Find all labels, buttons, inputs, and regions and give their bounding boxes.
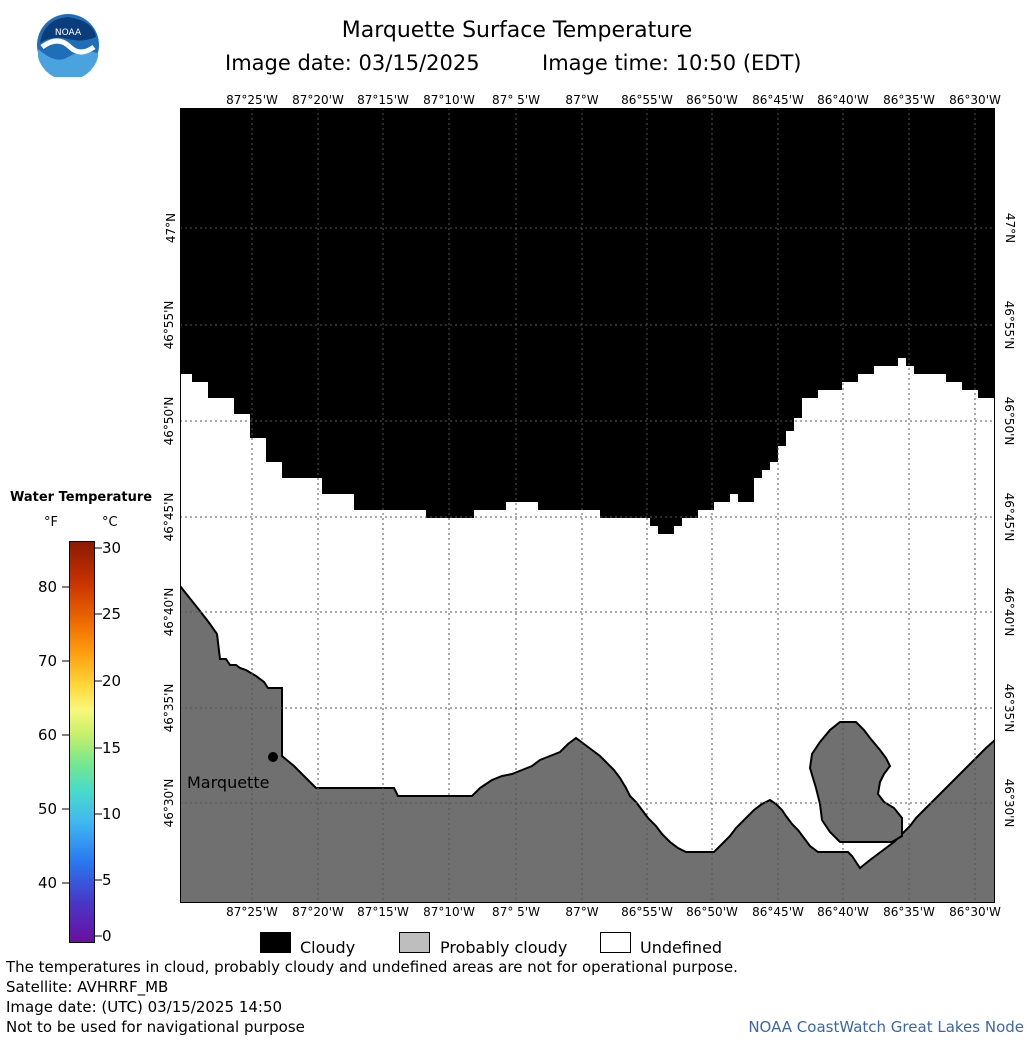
map-area[interactable] — [180, 108, 995, 903]
fahrenheit-tick: 50 — [38, 800, 58, 818]
cloudy-label: Cloudy — [300, 938, 356, 957]
noaa-logo-text: NOAA — [55, 28, 82, 38]
celsius-tick: 5 — [102, 871, 112, 889]
lon-label: 86°45'W — [752, 905, 804, 919]
lat-label: 46°55'N — [162, 300, 176, 350]
undefined-label: Undefined — [640, 938, 723, 957]
lat-label: 46°30'N — [162, 778, 176, 828]
lon-label: 87° 5'W — [492, 905, 540, 919]
probably-cloudy-label: Probably cloudy — [440, 938, 568, 957]
lat-label: 46°45'N — [1002, 492, 1016, 542]
lat-label: 47°N — [164, 212, 178, 244]
footer-disclaimer: Not to be used for navigational purpose — [6, 1018, 305, 1036]
footer-satellite: Satellite: AVHRRF_MB — [6, 978, 169, 996]
lon-label: 86°35'W — [883, 93, 935, 107]
celsius-tick: 15 — [102, 739, 122, 757]
footer-note: The temperatures in cloud, probably clou… — [6, 958, 738, 976]
fahrenheit-tick: 70 — [38, 652, 58, 670]
lat-label: 46°50'N — [1002, 396, 1016, 446]
probably-cloudy-swatch — [399, 932, 430, 953]
lon-label: 87°W — [565, 93, 599, 107]
marquette-label: Marquette — [187, 773, 270, 792]
lat-label: 46°55'N — [1002, 300, 1016, 350]
lat-label: 46°30'N — [1002, 778, 1016, 828]
lat-label: 46°50'N — [162, 396, 176, 446]
fahrenheit-tick: 40 — [38, 874, 58, 892]
fahrenheit-tick: 60 — [38, 726, 58, 744]
lon-label: 86°55'W — [621, 93, 673, 107]
celsius-tick: 25 — [102, 605, 122, 623]
lon-label: 87°20'W — [292, 905, 344, 919]
lon-label: 86°45'W — [752, 93, 804, 107]
lon-label: 87°15'W — [357, 93, 409, 107]
lon-label: 87°25'W — [226, 93, 278, 107]
footer-credit[interactable]: NOAA CoastWatch Great Lakes Node — [748, 1018, 1024, 1036]
page-title: Marquette Surface Temperature — [341, 18, 693, 43]
cloud-mask — [180, 108, 995, 534]
celsius-tick: 0 — [102, 927, 112, 945]
lon-label: 87°W — [565, 905, 599, 919]
image-time: Image time: 10:50 (EDT) — [542, 51, 802, 75]
lat-label: 46°35'N — [162, 683, 176, 733]
land — [180, 584, 995, 903]
lon-label: 86°55'W — [621, 905, 673, 919]
cloudy-swatch — [260, 932, 291, 953]
unit-celsius: °C — [102, 515, 118, 530]
map-frame — [180, 108, 995, 903]
lat-label: 47°N — [1003, 212, 1017, 244]
lon-label: 86°30'W — [949, 905, 1001, 919]
lon-label: 86°50'W — [686, 93, 738, 107]
lat-label: 46°40'N — [1002, 587, 1016, 637]
lon-label: 86°40'W — [817, 93, 869, 107]
legend-title: Water Temperature — [10, 490, 153, 505]
lon-label: 86°40'W — [817, 905, 869, 919]
lon-label: 87°10'W — [423, 905, 475, 919]
lat-label: 46°40'N — [162, 587, 176, 637]
lon-label: 86°50'W — [686, 905, 738, 919]
lat-label: 46°35'N — [1002, 683, 1016, 733]
fahrenheit-tick: 80 — [38, 578, 58, 596]
lon-label: 86°35'W — [883, 905, 935, 919]
marquette-marker[interactable] — [268, 752, 278, 762]
image-date: Image date: 03/15/2025 — [225, 51, 480, 75]
footer-utc-date: Image date: (UTC) 03/15/2025 14:50 — [6, 998, 283, 1016]
celsius-tick: 10 — [102, 805, 122, 823]
lon-label: 87°25'W — [226, 905, 278, 919]
lon-label: 87°20'W — [292, 93, 344, 107]
lon-label: 87° 5'W — [492, 93, 540, 107]
lon-label: 87°15'W — [357, 905, 409, 919]
lon-label: 87°10'W — [423, 93, 475, 107]
undefined-swatch — [600, 932, 631, 953]
temperature-colorbar — [69, 541, 95, 943]
noaa-logo: NOAA — [37, 14, 99, 77]
celsius-tick: 30 — [102, 539, 122, 557]
unit-fahrenheit: °F — [44, 515, 58, 530]
lat-label: 46°45'N — [162, 492, 176, 542]
celsius-tick: 20 — [102, 672, 122, 690]
graticule — [180, 108, 995, 903]
lon-label: 86°30'W — [949, 93, 1001, 107]
